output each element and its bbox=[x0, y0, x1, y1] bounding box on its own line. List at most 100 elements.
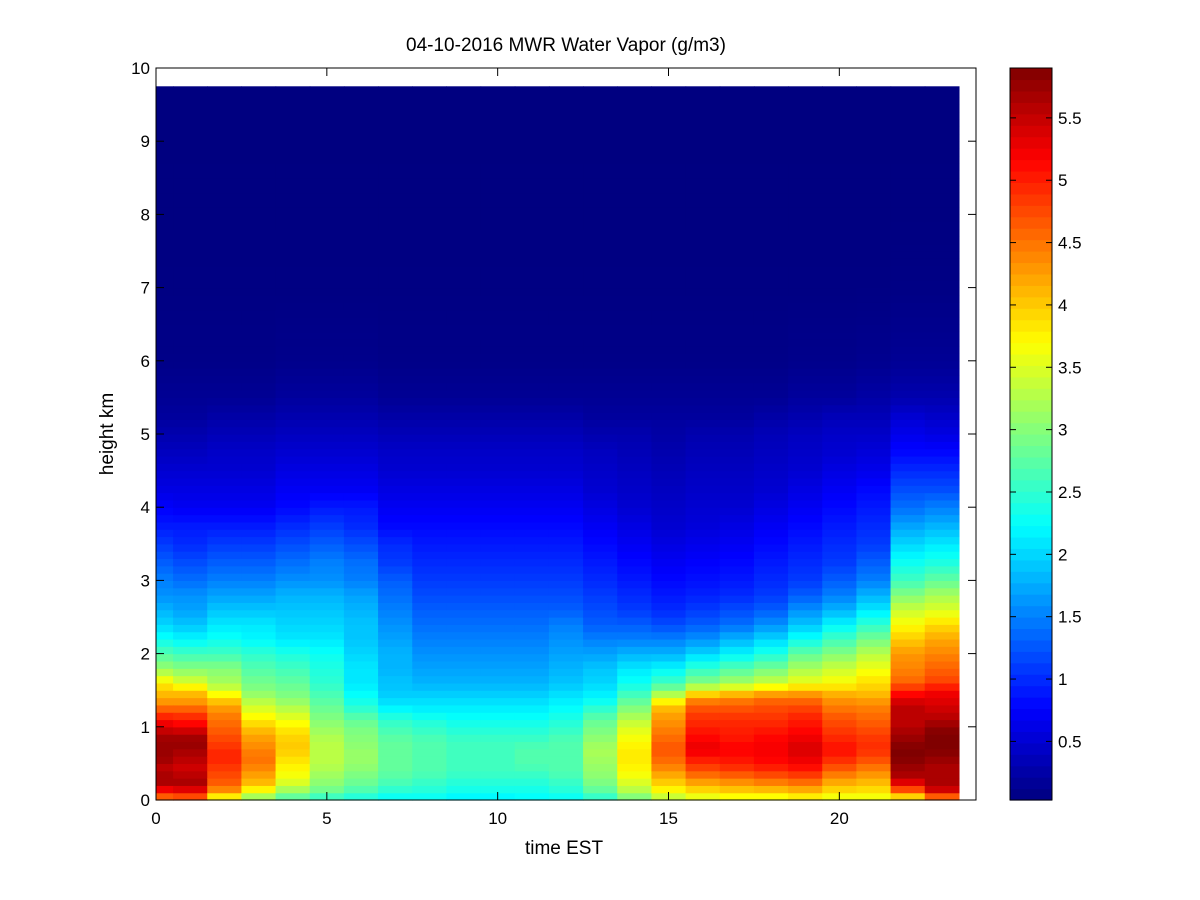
heatmap-cell bbox=[856, 492, 892, 501]
heatmap-cell bbox=[241, 368, 277, 377]
heatmap-cell bbox=[275, 653, 311, 662]
heatmap-cell bbox=[343, 748, 379, 757]
heatmap-cell bbox=[343, 521, 379, 530]
heatmap-cell bbox=[548, 251, 584, 259]
heatmap-cell bbox=[378, 133, 413, 142]
heatmap-cell bbox=[719, 770, 755, 779]
heatmap-cell bbox=[685, 86, 721, 91]
heatmap-cell bbox=[207, 397, 243, 406]
heatmap-cell bbox=[241, 719, 277, 728]
heatmap-cell bbox=[617, 368, 653, 377]
heatmap-cell bbox=[788, 426, 823, 435]
heatmap-cell bbox=[480, 624, 516, 633]
heatmap-cell bbox=[924, 653, 960, 662]
heatmap-cell bbox=[378, 412, 413, 420]
colorbar-step bbox=[1010, 742, 1052, 755]
heatmap-cell bbox=[924, 177, 960, 186]
heatmap-cell bbox=[343, 412, 379, 420]
heatmap-cell bbox=[412, 199, 448, 208]
heatmap-cell bbox=[480, 199, 516, 208]
heatmap-cell bbox=[924, 185, 960, 194]
heatmap-cell bbox=[514, 690, 550, 699]
heatmap-cell bbox=[173, 243, 208, 252]
heatmap-cell bbox=[548, 111, 584, 120]
heatmap-cell bbox=[856, 734, 892, 743]
heatmap-cell bbox=[412, 221, 448, 230]
colorbar-tick-label: 2.5 bbox=[1058, 483, 1082, 502]
heatmap-cell bbox=[173, 455, 208, 464]
heatmap-cell bbox=[446, 499, 482, 508]
heatmap-cell bbox=[514, 682, 550, 691]
heatmap-cell bbox=[156, 785, 174, 794]
heatmap-cell bbox=[890, 455, 926, 464]
heatmap-cell bbox=[412, 455, 448, 464]
heatmap-cell bbox=[173, 477, 208, 486]
heatmap-cell bbox=[173, 119, 208, 128]
heatmap-cell bbox=[856, 477, 892, 486]
heatmap-cell bbox=[583, 507, 618, 516]
heatmap-cell bbox=[343, 719, 379, 728]
heatmap-cell bbox=[753, 368, 789, 377]
heatmap-cell bbox=[156, 331, 174, 340]
heatmap-cell bbox=[685, 653, 721, 662]
heatmap-cell bbox=[275, 229, 311, 237]
heatmap-cell bbox=[173, 368, 208, 377]
heatmap-cell bbox=[617, 485, 653, 494]
heatmap-cell bbox=[685, 214, 721, 223]
colorbar-step bbox=[1010, 308, 1052, 321]
heatmap-cell bbox=[856, 177, 892, 186]
heatmap-cell bbox=[156, 368, 174, 377]
heatmap-cell bbox=[480, 111, 516, 120]
heatmap-cell bbox=[753, 558, 789, 567]
colorbar-step bbox=[1010, 90, 1052, 103]
heatmap-cell bbox=[480, 763, 516, 772]
heatmap-cell bbox=[412, 609, 448, 618]
heatmap-cell bbox=[685, 207, 721, 215]
heatmap-cell bbox=[617, 565, 653, 574]
heatmap-cell bbox=[412, 229, 448, 237]
heatmap-cell bbox=[924, 375, 960, 384]
heatmap-cell bbox=[173, 741, 208, 750]
heatmap-cell bbox=[480, 631, 516, 640]
heatmap-cell bbox=[514, 390, 550, 398]
heatmap-cell bbox=[685, 748, 721, 757]
heatmap-cell bbox=[890, 617, 926, 625]
heatmap-cell bbox=[924, 353, 960, 362]
heatmap-cell bbox=[924, 587, 960, 596]
heatmap-cell bbox=[343, 177, 379, 186]
heatmap-cell bbox=[207, 756, 243, 764]
heatmap-cell bbox=[583, 397, 618, 406]
heatmap-cell bbox=[548, 463, 584, 472]
heatmap-cell bbox=[514, 675, 550, 684]
heatmap-cell bbox=[617, 668, 653, 677]
heatmap-cell bbox=[514, 792, 550, 801]
heatmap-cell bbox=[617, 426, 653, 435]
heatmap-cell bbox=[548, 287, 584, 296]
heatmap-cell bbox=[241, 338, 277, 347]
heatmap-cell bbox=[309, 163, 345, 172]
heatmap-cell bbox=[514, 412, 550, 420]
heatmap-cell bbox=[617, 412, 653, 420]
heatmap-cell bbox=[241, 86, 277, 91]
colorbar-step bbox=[1010, 331, 1052, 344]
heatmap-cell bbox=[651, 346, 687, 355]
heatmap-cell bbox=[753, 624, 789, 633]
heatmap-cell bbox=[241, 485, 277, 494]
heatmap-cell bbox=[822, 316, 858, 325]
heatmap-cell bbox=[651, 514, 687, 523]
heatmap-cell bbox=[583, 251, 618, 259]
heatmap-cell bbox=[207, 419, 243, 428]
heatmap-cell bbox=[924, 712, 960, 721]
heatmap-cell bbox=[548, 397, 584, 406]
heatmap-cell bbox=[685, 602, 721, 611]
heatmap-cell bbox=[651, 704, 687, 713]
heatmap-cell bbox=[241, 573, 277, 581]
colorbar-step bbox=[1010, 571, 1052, 584]
heatmap-cell bbox=[241, 748, 277, 757]
heatmap-cell bbox=[241, 756, 277, 764]
heatmap-cell bbox=[651, 368, 687, 377]
heatmap-cell bbox=[275, 199, 311, 208]
heatmap-cell bbox=[241, 638, 277, 647]
heatmap-cell bbox=[207, 141, 243, 150]
heatmap-cell bbox=[583, 236, 618, 245]
